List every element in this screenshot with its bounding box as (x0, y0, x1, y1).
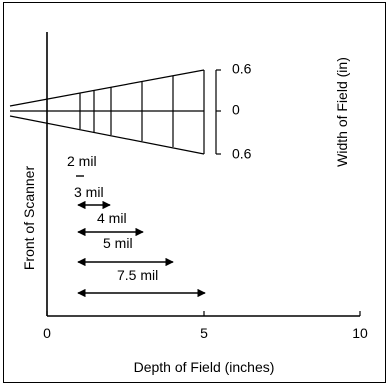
x-tick-label-0: 0 (43, 325, 51, 341)
y-right-tick-mid: 0 (232, 102, 240, 118)
range-label-4mil: 4 mil (97, 210, 127, 226)
y-right-tick-bottom: 0.6 (232, 146, 252, 162)
y-right-tick-top: 0.6 (232, 61, 252, 77)
range-label-2mil: 2 mil (67, 153, 97, 169)
range-label-5mil: 5 mil (103, 235, 133, 251)
x-tick-label-5: 5 (200, 325, 208, 341)
range-label-3mil: 3 mil (74, 184, 104, 200)
x-axis-label: Depth of Field (inches) (134, 359, 275, 375)
y-right-label: Width of Field (in) (334, 57, 350, 167)
range-label-7-5mil: 7.5 mil (117, 267, 158, 283)
width-scale-bracket (216, 70, 221, 154)
y-left-label: Front of Scanner (21, 166, 37, 271)
x-tick-label-10: 10 (352, 325, 368, 341)
scan-field-wedge (10, 70, 204, 154)
